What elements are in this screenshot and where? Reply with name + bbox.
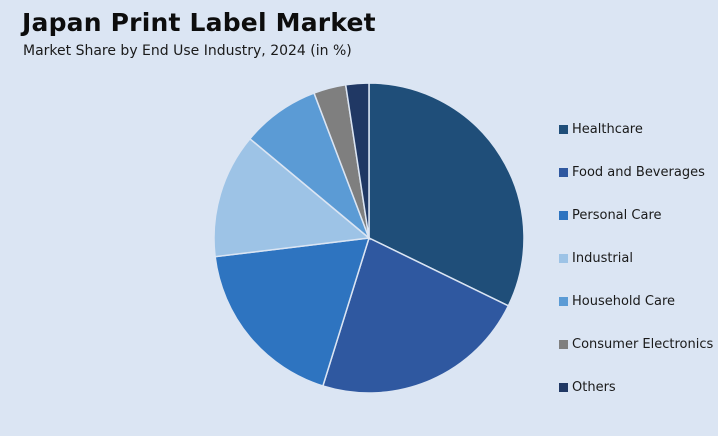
pie-slice-others [344, 82, 370, 239]
legend-item-personal-care: Personal Care [559, 194, 718, 237]
chart-subtitle: Market Share by End Use Industry, 2024 (… [23, 43, 352, 59]
legend-label: Consumer Electronics [572, 337, 714, 352]
legend-swatch [559, 297, 568, 306]
legend-swatch [559, 168, 568, 177]
pie-slice-food-and-beverages [321, 236, 510, 394]
legend-item-food-and-beverages: Food and Beverages [559, 151, 718, 194]
legend-label: Household Care [572, 294, 676, 309]
pie-slice-healthcare [368, 82, 525, 307]
pie-slice-personal-care [214, 237, 371, 387]
legend-item-industrial: Industrial [559, 237, 718, 280]
legend-swatch [559, 125, 568, 134]
legend-swatch [559, 340, 568, 349]
legend-item-others: Others [559, 366, 718, 409]
legend-label: Healthcare [572, 122, 643, 137]
legend-swatch [559, 254, 568, 263]
legend-label: Food and Beverages [572, 165, 705, 180]
legend-label: Others [572, 380, 616, 395]
legend-swatch [559, 383, 568, 392]
chart-title: Japan Print Label Market [22, 8, 376, 37]
legend-item-consumer-electronics: Consumer Electronics [559, 323, 718, 366]
legend-swatch [559, 211, 568, 220]
chart-legend: Healthcare Food and Beverages Personal Car… [559, 108, 718, 409]
legend-label: Industrial [572, 251, 633, 266]
pie-slice-industrial [213, 137, 371, 258]
legend-label: Personal Care [572, 208, 662, 223]
legend-item-healthcare: Healthcare [559, 108, 718, 151]
legend-item-household-care: Household Care [559, 280, 718, 323]
